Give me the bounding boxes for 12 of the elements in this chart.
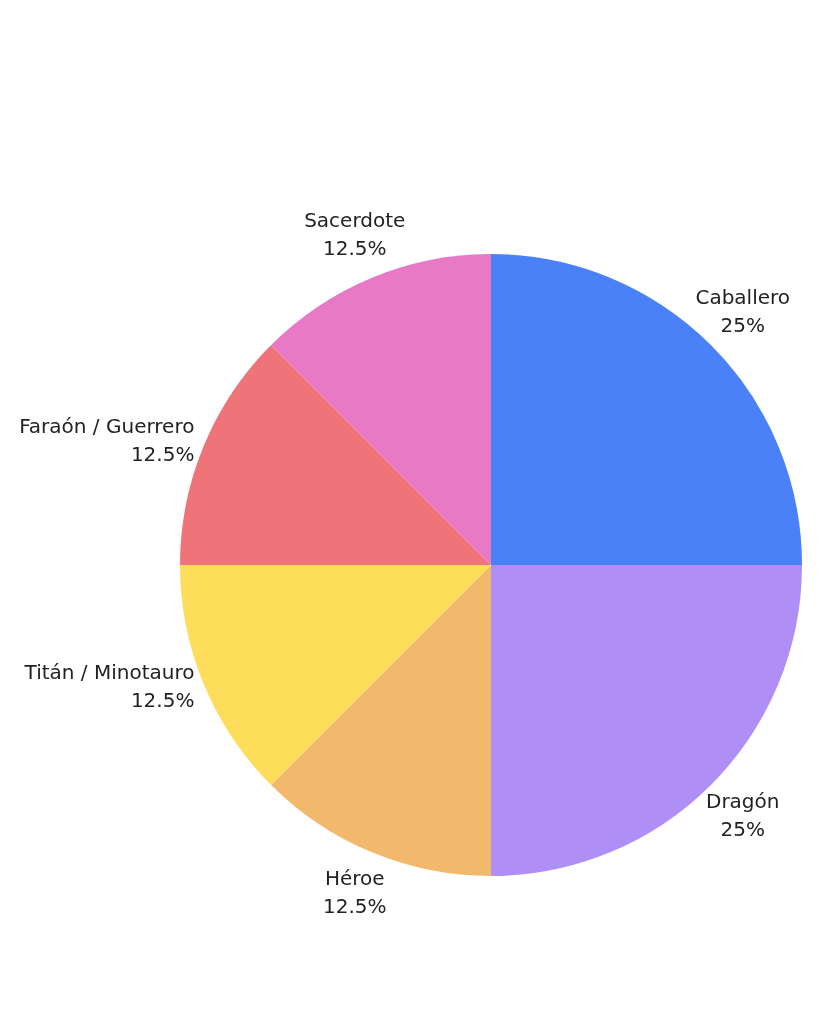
data-label: 25% (720, 313, 765, 338)
slice-label: Sacerdote (304, 208, 406, 233)
slice-label: Titán / Minotauro (23, 660, 195, 685)
data-label: 12.5% (130, 688, 195, 713)
slice-label: Héroe (324, 866, 385, 891)
data-label: 12.5% (322, 236, 387, 261)
slice-label: Dragón (705, 788, 780, 813)
data-label: 12.5% (130, 442, 195, 467)
data-label: 12.5% (322, 894, 387, 919)
slice-label: Caballero (695, 285, 791, 310)
data-label: 25% (720, 816, 765, 841)
slice-label: Faraón / Guerrero (19, 414, 195, 439)
